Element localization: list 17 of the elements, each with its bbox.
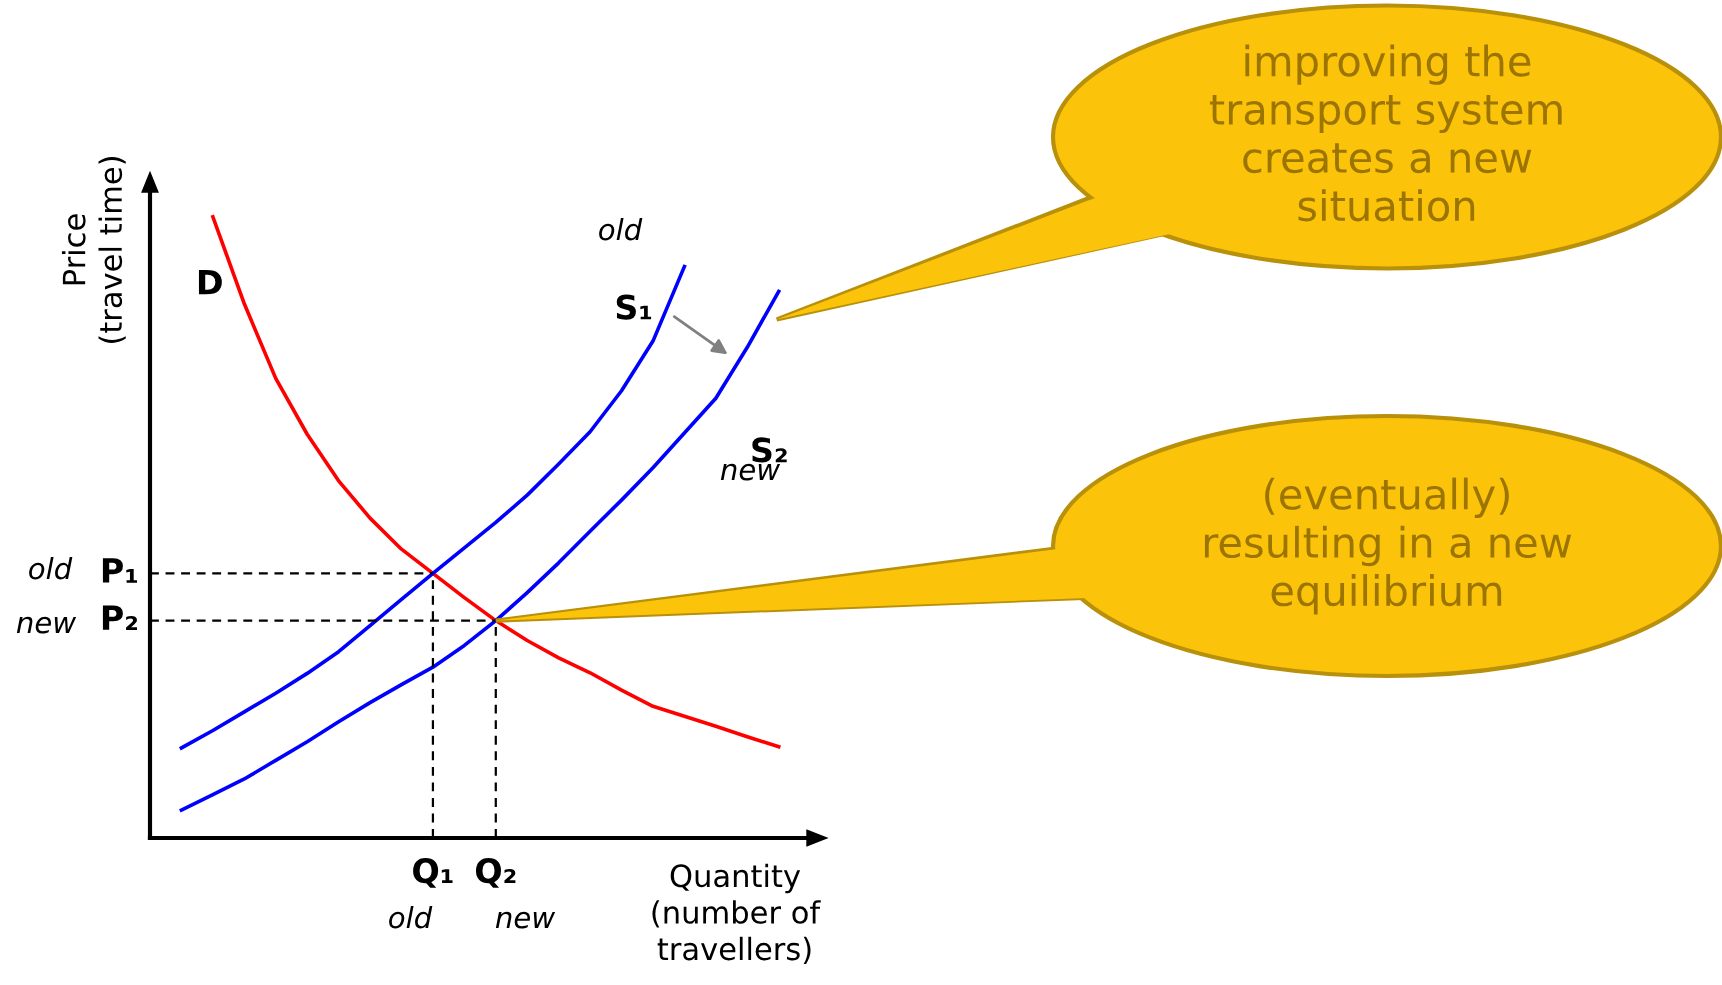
ref-line-label: P₂ xyxy=(102,605,138,630)
x-tick-label: Q₁ xyxy=(413,858,453,888)
text: improving the transport system creates a new situation xyxy=(1209,44,1562,222)
text: new xyxy=(495,911,556,929)
ref-line-label: P₁ xyxy=(102,558,138,583)
series-label: D xyxy=(198,270,222,295)
x-tick-label: Q₂ xyxy=(475,858,516,888)
text: (eventually) resulting in a new equilibrium xyxy=(1204,477,1572,615)
series-label: S₂ xyxy=(752,437,787,463)
text: new xyxy=(16,616,77,634)
annotation: new xyxy=(720,463,781,481)
x-axis-title: Quantity (number of travellers) xyxy=(652,863,821,964)
text: old xyxy=(389,905,433,929)
y-axis-title: Price (travel time) xyxy=(61,157,126,343)
annotation: old xyxy=(599,217,643,241)
text: old xyxy=(29,556,73,580)
series-label: S₁ xyxy=(616,294,652,320)
